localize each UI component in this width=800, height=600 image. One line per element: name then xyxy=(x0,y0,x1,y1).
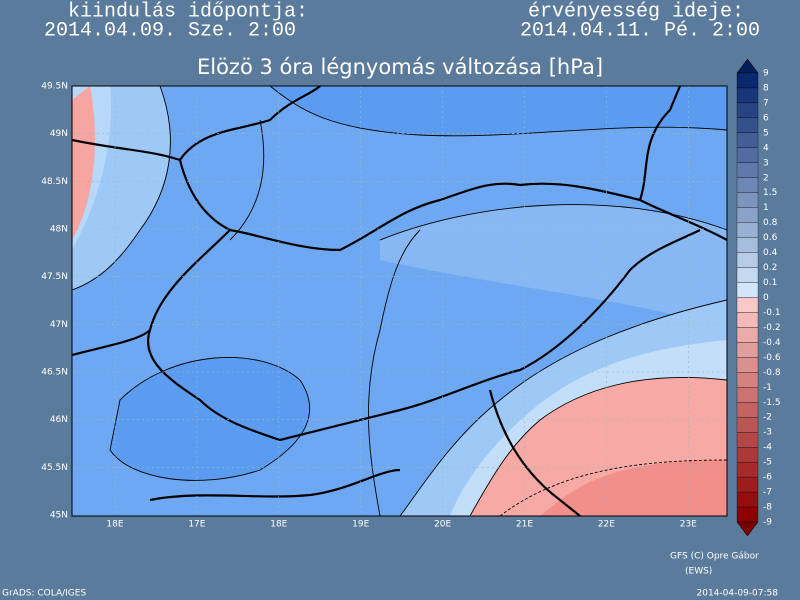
lat-label: 48N xyxy=(50,225,68,235)
colorbar-label: 3 xyxy=(763,158,769,168)
lat-label: 46N xyxy=(50,415,68,425)
lon-label: 21E xyxy=(516,520,533,530)
colorbar-box xyxy=(736,132,759,148)
colorbar-label: -0.2 xyxy=(763,323,781,333)
colorbar-label: 0.2 xyxy=(763,263,777,273)
colorbar-label: 6 xyxy=(763,113,769,123)
colorbar-label: -2 xyxy=(763,413,772,423)
colorbar-box xyxy=(736,252,759,268)
colorbar-label: -1.5 xyxy=(763,398,781,408)
lat-label: 45N xyxy=(50,511,68,521)
colorbar-label: -4 xyxy=(763,443,772,453)
colorbar-label: 0.6 xyxy=(763,233,778,243)
map xyxy=(72,86,727,516)
colorbar-box xyxy=(736,162,759,178)
colorbar-box xyxy=(736,372,759,388)
colorbar-box xyxy=(736,267,759,283)
colorbar-end xyxy=(736,521,759,537)
credit: GFS (C) Opre Gábor xyxy=(670,552,759,562)
colorbar-label: -1 xyxy=(763,383,772,393)
colorbar-box xyxy=(736,357,759,373)
colorbar-box xyxy=(736,87,759,104)
colorbar-label: 5 xyxy=(763,128,769,138)
lat-label: 48.5N xyxy=(41,177,68,187)
colorbar-label: -6 xyxy=(763,473,772,483)
colorbar-box xyxy=(736,117,759,134)
colorbar-box xyxy=(736,72,759,89)
colorbar-box xyxy=(736,447,759,463)
lon-label: 17E xyxy=(188,520,205,530)
colorbar-label: 0.8 xyxy=(763,218,778,228)
colorbar-label: -3 xyxy=(763,428,772,438)
map-frame xyxy=(71,85,728,517)
colorbar-box xyxy=(736,342,759,358)
colorbar-label: -0.8 xyxy=(763,368,781,378)
colorbar-box xyxy=(736,282,759,298)
colorbar-label: -9 xyxy=(763,518,772,528)
colorbar-label: -7 xyxy=(763,488,772,498)
lat-label: 46.5N xyxy=(41,368,68,378)
start-time: 2014.04.09. Sze. 2:00 xyxy=(44,19,296,42)
colorbar-box xyxy=(736,491,759,508)
colorbar-label: -0.1 xyxy=(763,308,781,318)
lat-label: 49N xyxy=(50,129,68,139)
colorbar-label: 8 xyxy=(763,83,769,93)
lon-label: 19E xyxy=(352,520,369,530)
colorbar-end xyxy=(736,58,759,74)
colorbar-box xyxy=(736,207,759,223)
valid-time: 2014.04.11. Pé. 2:00 xyxy=(520,19,760,42)
lon-label: 22E xyxy=(598,520,615,530)
colorbar-label: 1 xyxy=(763,203,769,213)
colorbar-box xyxy=(736,177,759,193)
colorbar-box xyxy=(736,192,759,208)
colorbar-label: -5 xyxy=(763,458,772,468)
map-title: Elözö 3 óra légnyomás változása [hPa] xyxy=(197,55,603,79)
colorbar-label: 0.1 xyxy=(763,278,777,288)
colorbar-label: -8 xyxy=(763,503,772,513)
grads-credit: GrADS: COLA/IGES xyxy=(2,589,86,599)
lon-label: 18E xyxy=(270,520,287,530)
colorbar-box xyxy=(736,506,759,523)
lon-label: 23E xyxy=(680,520,697,530)
credit-ews: (EWS) xyxy=(685,567,712,577)
colorbar-label: 0.4 xyxy=(763,248,778,258)
lat-label: 47.5N xyxy=(41,272,68,282)
colorbar-box xyxy=(736,147,759,163)
valid-label: érvényesség ideje: xyxy=(528,0,744,23)
colorbar-label: -0.6 xyxy=(763,353,781,363)
colorbar-label: 1.5 xyxy=(763,188,777,198)
lat-label: 45.5N xyxy=(41,463,68,473)
colorbar-label: 4 xyxy=(763,143,769,153)
colorbar-label: 9 xyxy=(763,69,769,79)
colorbar-label: 0 xyxy=(763,293,769,303)
colorbar-box xyxy=(736,387,759,403)
colorbar-box xyxy=(736,327,759,343)
colorbar-box xyxy=(736,237,759,253)
colorbar-box xyxy=(736,297,759,313)
lon-label: 18E xyxy=(106,520,123,530)
lon-label: 20E xyxy=(434,520,451,530)
colorbar-box xyxy=(736,461,759,478)
start-label: kiindulás időpontja: xyxy=(68,0,308,23)
colorbar-box xyxy=(736,402,759,418)
colorbar-label: 2 xyxy=(763,173,769,183)
colorbar-box xyxy=(736,102,759,119)
colorbar-label: 7 xyxy=(763,98,769,108)
lat-label: 49.5N xyxy=(41,82,68,92)
colorbar-box xyxy=(736,476,759,493)
colorbar-box xyxy=(736,417,759,433)
colorbar-box xyxy=(736,432,759,448)
lat-label: 47N xyxy=(50,320,68,330)
colorbar-box xyxy=(736,312,759,328)
colorbar-label: -0.4 xyxy=(763,338,781,348)
colorbar-box xyxy=(736,222,759,238)
timestamp: 2014-04-09-07:58 xyxy=(697,589,779,599)
